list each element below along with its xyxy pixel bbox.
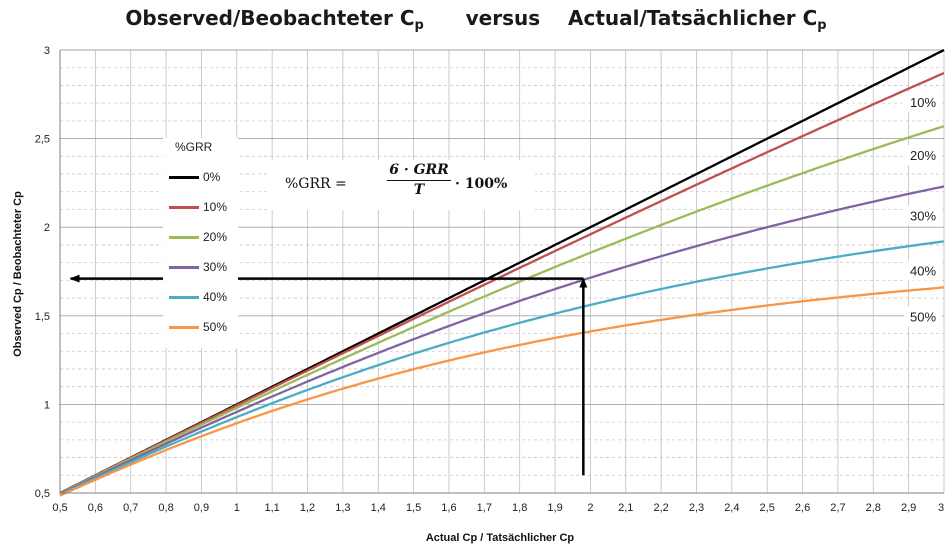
curve-label-bg bbox=[904, 260, 942, 281]
legend-swatch-10 bbox=[169, 206, 199, 209]
formula-denominator: T bbox=[413, 182, 425, 198]
x-tick-label: 2,9 bbox=[901, 502, 916, 514]
curve-label: 10% bbox=[910, 95, 936, 110]
x-tick-labels: 0,5 0,6 0,7 0,8 0,9 1 1,1 1,2 1,3 1,4 1,5 1,6 1,7 1,8… bbox=[52, 502, 944, 514]
formula-lhs: %GRR = bbox=[285, 176, 347, 192]
legend-swatch-50 bbox=[169, 326, 199, 329]
x-axis-label: Actual Cp / Tatsächlicher Cp bbox=[426, 532, 575, 544]
legend-swatch-40 bbox=[169, 296, 199, 299]
curve-label-bg bbox=[904, 306, 942, 327]
legend-label-0: 0% bbox=[203, 170, 221, 184]
x-tick-label: 3 bbox=[938, 502, 944, 514]
x-tick-label: 0,6 bbox=[88, 502, 103, 514]
legend-entry-20: 20% bbox=[169, 230, 239, 246]
annotation-arrows bbox=[69, 274, 588, 476]
legend-entry-50: 50% bbox=[169, 320, 239, 336]
curve-label: 40% bbox=[910, 263, 936, 278]
y-tick-label: 2 bbox=[44, 222, 50, 234]
curve-label-bg bbox=[904, 145, 942, 166]
curve-label-bg bbox=[904, 92, 942, 113]
series-line-10pct bbox=[59, 71, 945, 495]
formula-fraction: 6 · GRR T bbox=[387, 162, 451, 198]
formula-rhs: · 100% bbox=[455, 176, 508, 192]
grr-formula: %GRR = 6 · GRR T · 100% bbox=[270, 160, 535, 210]
y-tick-label: 1 bbox=[44, 399, 50, 411]
x-tick-label: 1,9 bbox=[547, 502, 562, 514]
x-tick-label: 2,1 bbox=[618, 502, 633, 514]
x-tick-label: 1,2 bbox=[300, 502, 315, 514]
x-tick-label: 2 bbox=[587, 502, 593, 514]
x-tick-label: 2,4 bbox=[724, 502, 739, 514]
x-tick-label: 2,6 bbox=[795, 502, 810, 514]
legend-entry-30: 30% bbox=[169, 260, 239, 276]
x-tick-label: 0,9 bbox=[194, 502, 209, 514]
title-sub1: p bbox=[414, 18, 424, 33]
axes bbox=[59, 50, 944, 494]
title-part1: Observed/Beobachteter C bbox=[125, 6, 415, 30]
x-tick-label: 1,3 bbox=[335, 502, 350, 514]
x-tick-label: 1,8 bbox=[512, 502, 527, 514]
x-tick-label: 1,7 bbox=[477, 502, 492, 514]
x-tick-label: 0,7 bbox=[123, 502, 138, 514]
curve-label: 50% bbox=[910, 309, 936, 324]
legend-swatch-0 bbox=[169, 176, 199, 179]
x-tick-label: 1,4 bbox=[371, 502, 386, 514]
title-sub2: p bbox=[817, 18, 827, 33]
x-tick-label: 0,5 bbox=[52, 502, 67, 514]
series-line-30pct bbox=[59, 185, 945, 496]
y-tick-label: 0,5 bbox=[35, 488, 50, 500]
y-tick-label: 3 bbox=[44, 45, 50, 57]
legend-label-10: 10% bbox=[203, 200, 228, 214]
x-tick-label: 2,8 bbox=[866, 502, 881, 514]
y-tick-labels: 0,5 1 1,5 2 2,5 3 bbox=[35, 45, 50, 500]
series-line-20pct bbox=[59, 125, 945, 495]
formula-numerator: 6 · GRR bbox=[387, 162, 451, 181]
x-tick-label: 0,8 bbox=[158, 502, 173, 514]
legend-entry-10: 10% bbox=[169, 200, 239, 216]
chart-title: Observed/Beobachteter Cp versus Actual/T… bbox=[0, 6, 952, 33]
legend-label-30: 30% bbox=[203, 260, 228, 274]
legend-swatch-30 bbox=[169, 266, 199, 269]
curve-label-bg bbox=[904, 205, 942, 226]
series-line-40pct bbox=[59, 240, 945, 496]
x-tick-label: 1,6 bbox=[441, 502, 456, 514]
y-tick-label: 2,5 bbox=[35, 134, 50, 146]
title-part2: Actual/Tatsächlicher C bbox=[567, 6, 818, 30]
title-middle: versus bbox=[465, 6, 541, 30]
legend-swatch-20 bbox=[169, 236, 199, 239]
legend-entry-0: 0% bbox=[169, 170, 239, 186]
curve-label: 30% bbox=[910, 208, 936, 223]
series-line-50pct bbox=[59, 286, 945, 497]
y-axis-label: Observed Cp / Beobachteter Cp bbox=[12, 191, 24, 357]
x-tick-label: 1,5 bbox=[406, 502, 421, 514]
x-tick-label: 2,2 bbox=[653, 502, 668, 514]
series-lines bbox=[59, 48, 945, 497]
legend-entry-40: 40% bbox=[169, 290, 239, 306]
x-tick-label: 2,3 bbox=[689, 502, 704, 514]
x-tick-label: 2,5 bbox=[760, 502, 775, 514]
y-tick-label: 1,5 bbox=[35, 311, 50, 323]
x-tick-label: 2,7 bbox=[830, 502, 845, 514]
legend-title: %GRR bbox=[175, 140, 213, 154]
x-tick-label: 1 bbox=[234, 502, 240, 514]
legend-label-50: 50% bbox=[203, 320, 228, 334]
legend-label-20: 20% bbox=[203, 230, 228, 244]
legend-label-40: 40% bbox=[203, 290, 228, 304]
curve-labels: 10% 20% 30% 40% 50% bbox=[904, 92, 942, 327]
curve-label: 20% bbox=[910, 148, 936, 163]
legend: %GRR 0% 10% 20% 30% 40% 50% bbox=[163, 138, 238, 348]
x-tick-label: 1,1 bbox=[265, 502, 280, 514]
